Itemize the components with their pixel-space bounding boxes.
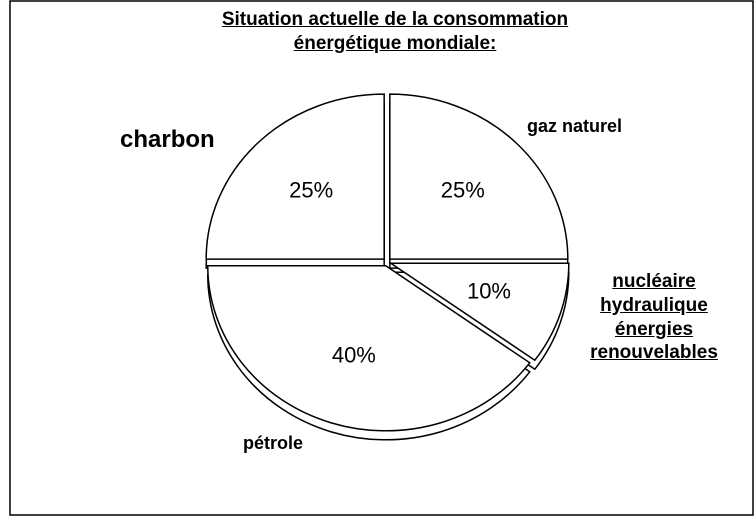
- category-label: charbon: [120, 126, 215, 153]
- chart-title: Situation actuelle de la consommation én…: [221, 9, 569, 54]
- value-label: 10%: [467, 279, 511, 304]
- frame: [9, 0, 754, 516]
- value-label: 25%: [289, 177, 333, 202]
- value-label: 40%: [332, 343, 376, 368]
- value-label: 25%: [441, 177, 485, 202]
- pie-slice: [389, 93, 569, 260]
- category-label: pétrole: [243, 433, 304, 453]
- pie-slice: [207, 265, 531, 432]
- category-label: gaz naturel: [527, 116, 623, 136]
- pie-slice: [205, 93, 385, 260]
- category-label: nucléaire hydraulique énergies renouvela…: [590, 271, 718, 364]
- pie-slice: [388, 262, 570, 362]
